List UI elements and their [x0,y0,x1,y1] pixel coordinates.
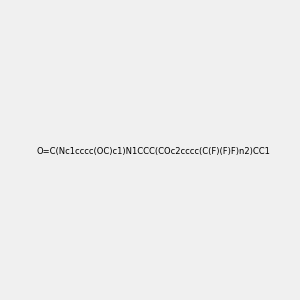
Text: O=C(Nc1cccc(OC)c1)N1CCC(COc2cccc(C(F)(F)F)n2)CC1: O=C(Nc1cccc(OC)c1)N1CCC(COc2cccc(C(F)(F)… [37,147,271,156]
